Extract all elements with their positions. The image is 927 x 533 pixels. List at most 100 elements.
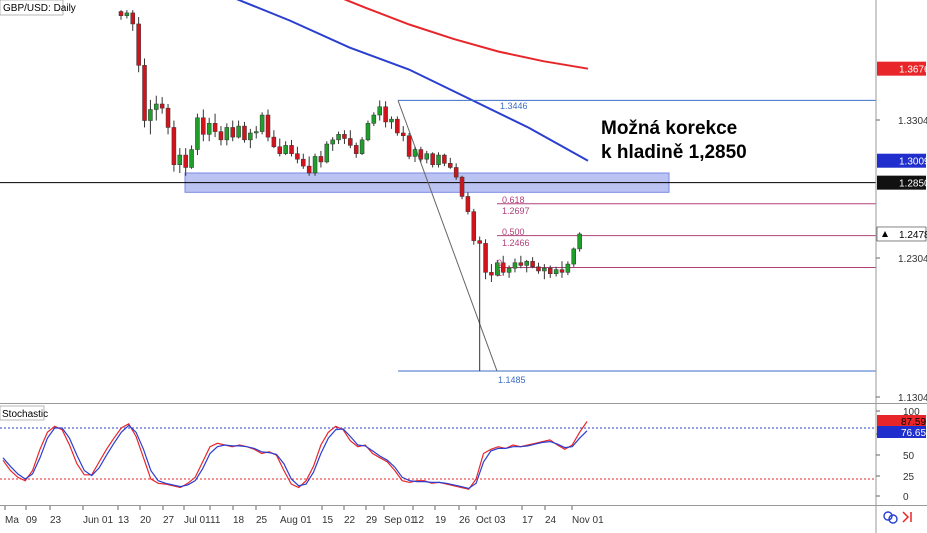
price-up-arrow-icon bbox=[882, 230, 888, 237]
time-tick-label: 09 bbox=[26, 515, 38, 526]
candle-body bbox=[283, 145, 288, 154]
price-tick-label: 1.2304 bbox=[898, 254, 927, 265]
candle-body bbox=[371, 114, 377, 124]
candle-body bbox=[289, 145, 294, 154]
price-badge-label: 1.3676 bbox=[899, 65, 927, 76]
candle-body bbox=[306, 165, 312, 174]
candle-body bbox=[577, 233, 582, 250]
price-badge bbox=[876, 226, 927, 242]
sync-icon[interactable] bbox=[883, 511, 898, 524]
candle-body bbox=[330, 139, 335, 145]
time-tick-label: 23 bbox=[50, 515, 62, 526]
candle-body bbox=[483, 243, 488, 273]
candle-body bbox=[453, 167, 459, 178]
scroll-to-end-icon[interactable] bbox=[902, 511, 912, 523]
price-tick-label: 1.1304 bbox=[898, 393, 927, 404]
candle-body bbox=[177, 154, 183, 165]
candle-body bbox=[565, 263, 571, 273]
time-tick-label: 29 bbox=[366, 515, 378, 526]
candle-body bbox=[265, 114, 271, 138]
candle-body bbox=[342, 134, 347, 139]
fib-500-price: 1.2466 bbox=[502, 238, 530, 248]
price-badge-label: 1.3009 bbox=[899, 157, 927, 168]
candle-body bbox=[248, 132, 253, 141]
candle-body bbox=[253, 131, 259, 134]
candle-body bbox=[236, 125, 241, 138]
candle-body bbox=[312, 156, 318, 174]
sma-red-line bbox=[343, 0, 589, 70]
candle-body bbox=[518, 262, 524, 266]
candle-body bbox=[383, 106, 388, 123]
stoch-tick-label: 25 bbox=[903, 472, 915, 483]
time-tick-label: Jun 01 bbox=[83, 515, 113, 526]
candle-body bbox=[230, 127, 235, 138]
candle-body bbox=[318, 156, 324, 163]
candle-body bbox=[348, 138, 353, 146]
stoch-badge-label: 76.65 bbox=[901, 428, 926, 439]
time-tick-label: 18 bbox=[233, 515, 245, 526]
fib-high-label: 1.3446 bbox=[500, 101, 528, 111]
candle-body bbox=[218, 131, 224, 141]
stoch-badge bbox=[877, 415, 926, 427]
candle-body bbox=[542, 267, 547, 272]
candle-body bbox=[553, 269, 559, 274]
time-tick-label: Oct 03 bbox=[476, 515, 506, 526]
fib-trend-line bbox=[397, 100, 498, 372]
candle-body bbox=[142, 65, 147, 121]
stochastic-line bbox=[2, 424, 588, 490]
main-chart-title: GBP/USD: Daily bbox=[3, 3, 76, 14]
candle-body bbox=[465, 196, 471, 212]
stoch-tick-label: 50 bbox=[903, 451, 915, 462]
time-tick-label: 15 bbox=[322, 515, 334, 526]
candle-body bbox=[171, 127, 177, 165]
time-tick-label: 27 bbox=[163, 515, 175, 526]
annotation-line-2: k hladině 1,2850 bbox=[601, 142, 747, 163]
candle-body bbox=[324, 143, 330, 163]
candle-body bbox=[271, 136, 277, 148]
fib-382-ratio: 0. bbox=[497, 258, 505, 268]
candle-body bbox=[406, 135, 412, 157]
time-tick-label: 19 bbox=[435, 515, 447, 526]
price-badge bbox=[877, 175, 926, 190]
candle-body bbox=[489, 272, 494, 276]
fib-500-ratio: 0.500 bbox=[502, 227, 525, 237]
time-tick-label: 11 bbox=[210, 515, 221, 526]
stoch-tick-label: 100 bbox=[903, 407, 920, 418]
candle-body bbox=[148, 109, 153, 121]
candle-body bbox=[118, 11, 124, 16]
price-badge bbox=[877, 61, 926, 76]
main-title-box bbox=[0, 0, 64, 16]
candle-body bbox=[412, 149, 418, 157]
candle-body bbox=[130, 12, 136, 25]
fib-low-label: 1.1485 bbox=[498, 375, 526, 385]
time-tick-label: 17 bbox=[522, 515, 534, 526]
candle-body bbox=[277, 146, 283, 154]
candle-body bbox=[136, 23, 141, 66]
stoch-badge bbox=[877, 426, 926, 438]
candle-body bbox=[477, 240, 482, 244]
stoch-title-box bbox=[0, 405, 45, 421]
candle-body bbox=[395, 118, 400, 134]
candle-body bbox=[530, 261, 535, 268]
time-tick-label: 12 bbox=[413, 515, 425, 526]
candle-body bbox=[495, 262, 500, 276]
candle-body bbox=[154, 103, 159, 110]
price-badge bbox=[877, 153, 926, 168]
candle-body bbox=[336, 134, 341, 141]
candle-body bbox=[201, 117, 206, 135]
candle-body bbox=[195, 117, 200, 150]
price-badge-label: 1.2850 bbox=[899, 179, 927, 190]
candle-body bbox=[124, 12, 130, 16]
candle-body bbox=[212, 123, 218, 132]
candle-body bbox=[183, 154, 188, 168]
candle-body bbox=[359, 139, 365, 154]
fib-618-ratio: 0.618 bbox=[502, 195, 525, 205]
time-tick-label: Jul 01 bbox=[184, 515, 211, 526]
candle-body bbox=[424, 153, 430, 160]
sma-blue-line bbox=[236, 0, 589, 162]
candle-body bbox=[224, 127, 230, 141]
time-tick-label: 13 bbox=[118, 515, 130, 526]
